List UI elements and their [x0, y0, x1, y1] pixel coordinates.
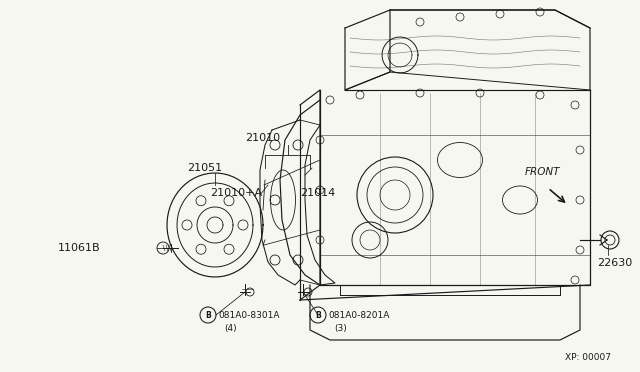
Text: B: B	[205, 311, 211, 320]
Text: (4): (4)	[224, 324, 237, 333]
Text: 081A0-8201A: 081A0-8201A	[328, 311, 389, 320]
Text: 21010: 21010	[245, 133, 280, 143]
Text: 21051: 21051	[187, 163, 222, 173]
Text: 081A0-8301A: 081A0-8301A	[218, 311, 280, 320]
Text: 22630: 22630	[597, 258, 632, 268]
Text: 21014: 21014	[300, 188, 335, 198]
Text: (3): (3)	[334, 324, 347, 333]
Text: B: B	[315, 311, 321, 320]
Text: 11061B: 11061B	[58, 243, 100, 253]
Text: FRONT: FRONT	[525, 167, 561, 177]
Text: XP: 00007: XP: 00007	[565, 353, 611, 362]
Text: 21010+A: 21010+A	[210, 188, 262, 198]
